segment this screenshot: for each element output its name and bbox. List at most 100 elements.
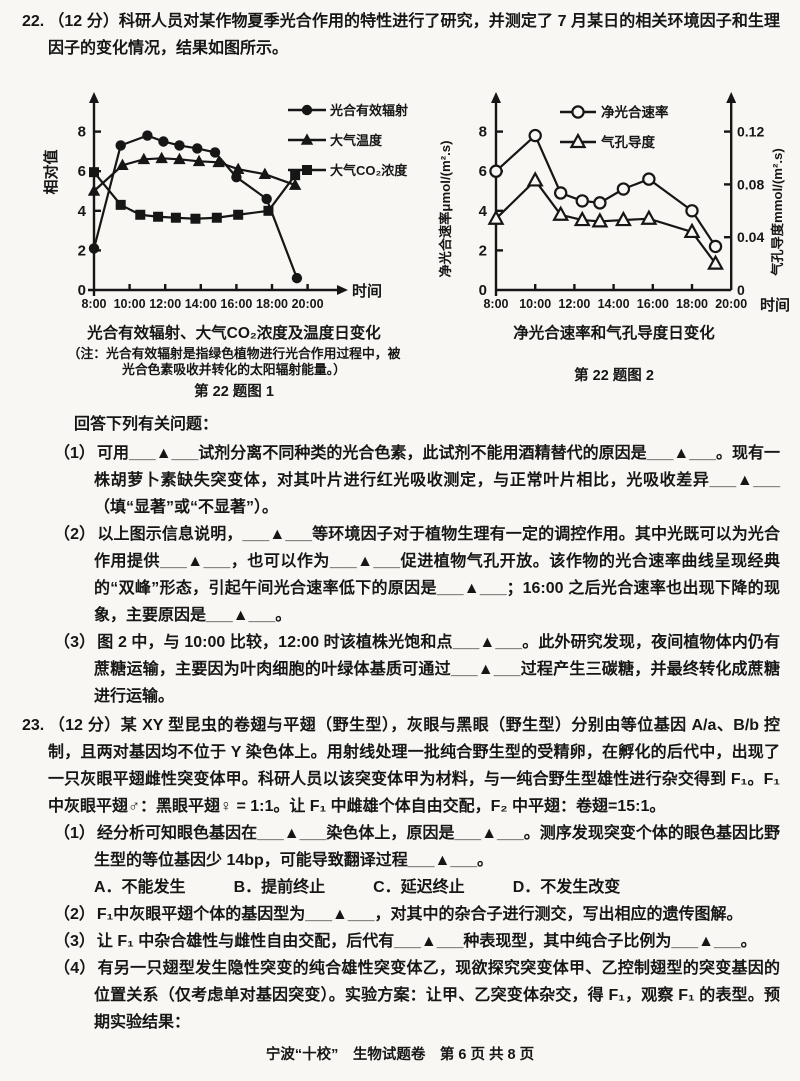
marker-triangle [137,152,151,165]
svg-text:0.08: 0.08 [737,176,764,192]
item-text: 有另一只翅型发生隐性突变的纯合雄性突变体乙，现欲探究突变体甲、乙控制翅型的突变基… [94,960,780,1031]
marker-circle-open [708,239,723,254]
svg-text:8: 8 [78,124,86,141]
marker-triangle [288,178,302,190]
marker-triangle-open [487,209,505,225]
marker-circle [115,140,126,151]
marker-triangle [155,151,168,164]
svg-text:2: 2 [78,242,86,259]
svg-text:0: 0 [78,282,86,299]
series-line-大气CO₂浓度 [93,171,297,220]
marker-square [89,167,99,178]
svg-text:0: 0 [479,282,487,299]
svg-text:8:00: 8:00 [81,297,106,311]
svg-text:8:00: 8:00 [483,297,508,311]
marker-triangle-open [526,171,544,187]
item-number: （1） [54,825,95,842]
marker-triangle-open [683,222,701,239]
item-text: 图 2 中，与 10:00 比较，12:00 时该植株光饱和点___▲___。此… [94,634,780,705]
figures-row: 时间 0 2 4 6 8 8:00 10:00 12:00 14:00 16:00 18:00 20:0… [38,64,790,401]
question-22-item-3: （3）图 2 中，与 10:00 比较，12:00 时该植株光饱和点___▲__… [12,629,780,710]
question-22-item-2: （2） 以上图示信息说明，___▲___等环境因子对于植物生理有一定的调控作用。其… [12,521,780,629]
series-line-气孔导度 [495,178,717,265]
item-text: 让 F₁ 中杂合雄性与雌性自由交配，后代有___▲___种表现型，其中纯合子比例… [96,933,757,950]
question-23-item-3: （3）让 F₁ 中杂合雄性与雌性自由交配，后代有___▲___种表现型，其中纯合… [12,928,780,955]
marker-square [233,209,244,220]
answer-prompt: 回答下列有关问题： [74,416,219,433]
figure-2: 0 2 4 6 8 0 0.04 0.08 0.12 8:00 10:00 12:00 14:00 16:… [430,64,798,385]
svg-text:6: 6 [78,163,86,180]
series-line-光合有效辐射 [92,134,298,279]
marker-triangle [231,162,245,175]
item-text: 可用___▲___试剂分离不同种类的光合色素，此试剂不能用酒精替代的原因是___… [94,445,780,516]
marker-triangle-open [569,132,587,149]
svg-text:大气CO₂浓度: 大气CO₂浓度 [330,163,408,178]
question-23-number: 23. [22,717,45,734]
item-number: （3） [54,634,96,651]
marker-circle-open [593,196,607,210]
option-b: B．提前终止 [233,879,326,896]
item-text: F₁中灰眼平翅个体的基因型为___▲___，对其中的杂合子进行测交，写出相应的遗… [96,906,743,923]
marker-circle-open [575,194,589,208]
svg-text:2: 2 [479,242,487,259]
svg-text:12:00: 12:00 [558,297,590,311]
page-content: 22. （12 分）科研人员对某作物夏季光合作用的特性进行了研究，并测定了 7 月… [12,13,790,1036]
question-23-intro: （12 分）某 XY 型昆虫的卷翅与平翅（野生型），灰眼与黑眼（野生型）分别由等… [48,717,780,815]
svg-text:18:00: 18:00 [676,297,708,311]
marker-square [263,205,274,216]
marker-triangle-open [707,254,724,270]
marker-triangle [192,154,206,167]
figure-1-label: 第 22 题图 1 [194,384,274,400]
figure-1-note: （注：光合有效辐射是指绿色植物进行光合作用过程中，被光合色素吸收并转化的太阳辐射… [67,346,401,377]
svg-text:12:00: 12:00 [149,297,181,311]
svg-text:大气温度: 大气温度 [330,133,383,148]
marker-circle-open [489,164,503,178]
item-number: （2） [54,526,96,543]
marker-square [190,213,201,224]
marker-square [153,211,164,222]
question-22-number: 22. [22,13,45,30]
marker-circle [158,136,169,147]
page-footer: 宁波“十校” 生物试题卷 第 6 页 共 8 页 [265,1047,535,1063]
svg-text:16:00: 16:00 [220,297,252,311]
multiple-choice-options: A．不能发生 B．提前终止 C．延迟终止 D．不发生改变 [12,874,780,901]
svg-text:14:00: 14:00 [598,297,630,311]
marker-circle-open [553,186,568,200]
marker-square [115,199,126,210]
marker-circle-open [528,128,542,143]
marker-square [170,212,181,223]
svg-text:10:00: 10:00 [114,297,146,311]
marker-circle [174,140,185,151]
marker-triangle-open [573,210,591,227]
marker-circle [192,143,203,154]
marker-triangle [258,167,272,179]
question-22-item-1: （1） 可用___▲___试剂分离不同种类的光合色素，此试剂不能用酒精替代的原因是… [12,440,780,521]
marker-circle [209,147,221,158]
marker-circle [88,243,100,254]
marker-square [135,209,146,220]
svg-text:0.04: 0.04 [737,229,764,245]
marker-circle-open [616,182,631,196]
marker-circle-open [642,172,656,186]
marker-circle-open [571,105,585,119]
svg-text:气孔导度mmol/(m².s): 气孔导度mmol/(m².s) [769,148,785,276]
marker-triangle-open [640,209,658,225]
item-text: 经分析可知眼色基因在___▲___染色体上，原因是___▲___。测序发现突变个… [94,825,780,869]
item-text: 以上图示信息说明，___▲___等环境因子对于植物生理有一定的调控作用。其中光既… [94,526,780,624]
svg-text:10:00: 10:00 [519,297,551,311]
question-23-item-4: （4） 有另一只翅型发生隐性突变的纯合雄性突变体乙，现欲探究突变体甲、乙控制翅型的… [12,955,780,1036]
svg-text:8: 8 [479,124,487,141]
svg-text:20:00: 20:00 [715,297,747,311]
svg-text:6: 6 [479,163,487,180]
marker-square [302,165,312,175]
svg-text:16:00: 16:00 [637,297,669,311]
question-23-item-2: （2） F₁中灰眼平翅个体的基因型为___▲___，对其中的杂合子进行测交，写出相… [12,901,780,928]
item-number: （2） [54,906,95,923]
svg-text:时间: 时间 [760,296,790,314]
item-number: （1） [54,445,95,462]
marker-square [290,170,301,181]
svg-text:18:00: 18:00 [256,297,288,311]
svg-text:净光合速率μmol/(m².s): 净光合速率μmol/(m².s) [437,140,453,277]
item-number: （4） [54,960,96,977]
